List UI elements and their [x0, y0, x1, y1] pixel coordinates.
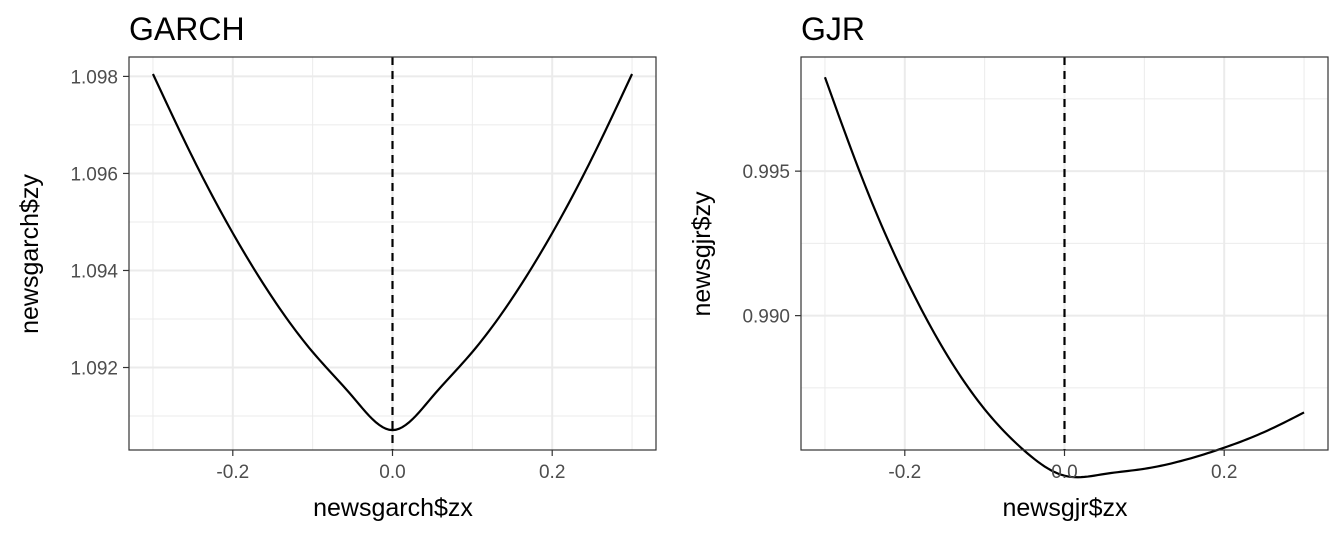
- gjr-series-line: [823, 76, 1305, 479]
- gjr-axes: -0.2 0.0 0.2 0.990 0.995: [742, 56, 1329, 483]
- gjr-x-tick-label: -0.2: [888, 462, 921, 483]
- gjr-panel: GJR -0.2 0.0 0.2 0.990 0.995 newsgjr$zx news…: [688, 11, 1329, 522]
- gjr-x-tick-label: 0.0: [1051, 462, 1077, 483]
- gjr-series-layer: [823, 57, 1305, 479]
- garch-y-tick-label: 1.098: [70, 67, 118, 88]
- garch-y-tick-label: 1.092: [70, 359, 118, 380]
- gjr-y-axis-label: newsgjr$zy: [688, 191, 716, 317]
- gjr-title: GJR: [801, 11, 865, 47]
- garch-panel: GARCH -0.2 0.0 0.2 1.092 1.094 1.096 1.098 new…: [16, 11, 657, 522]
- garch-title: GARCH: [129, 11, 245, 47]
- gjr-x-tick-label: 0.2: [1211, 462, 1237, 483]
- garch-series-layer: [151, 57, 634, 450]
- garch-y-tick-label: 1.096: [70, 164, 118, 185]
- garch-y-axis-label: newsgarch$zy: [16, 174, 44, 334]
- gjr-y-tick-label: 0.995: [742, 162, 790, 183]
- gjr-y-tick-label: 0.990: [742, 307, 790, 328]
- garch-x-axis-label: newsgarch$zx: [313, 494, 473, 522]
- garch-series-line: [151, 73, 634, 432]
- garch-x-tick-label: -0.2: [216, 462, 249, 483]
- garch-y-tick-label: 1.094: [70, 261, 118, 282]
- garch-x-tick-label: 0.2: [539, 462, 565, 483]
- gjr-x-axis-label: newsgjr$zx: [1002, 494, 1128, 522]
- garch-axes: -0.2 0.0 0.2 1.092 1.094 1.096 1.098: [70, 56, 657, 483]
- garch-x-tick-label: 0.0: [379, 462, 405, 483]
